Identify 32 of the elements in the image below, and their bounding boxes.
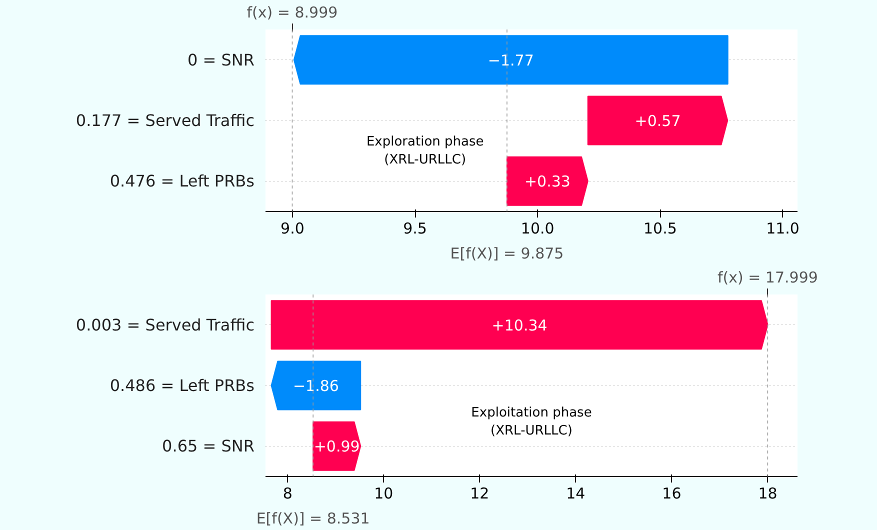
ref-line-label: E[f(X)] = 9.875	[450, 244, 564, 262]
ref-line-label: f(x) = 17.999	[717, 268, 818, 286]
y-tick-label: 0 = SNR	[188, 50, 254, 70]
x-tick-label: 18	[758, 484, 778, 502]
y-tick-label: 0.003 = Served Traffic	[76, 315, 255, 334]
y-tick-label: 0.486 = Left PRBs	[110, 376, 255, 395]
y-tick-label: 0.65 = SNR	[162, 436, 255, 456]
y-tick-label: 0.476 = Left PRBs	[110, 172, 255, 191]
bar	[506, 156, 588, 206]
x-tick-label: 11.0	[766, 220, 800, 238]
annotation: Exploration phase (XRL-URLLC)	[366, 134, 484, 168]
x-tick-label: 10	[374, 484, 394, 502]
annotation: Exploitation phase (XRL-URLLC)	[471, 405, 592, 438]
x-tick-label: 16	[662, 484, 682, 502]
x-tick-label: 14	[566, 484, 586, 502]
data-label: +0.33	[524, 172, 570, 191]
data-label: +10.34	[492, 316, 548, 334]
bar	[293, 35, 728, 85]
x-tick-label: 9.0	[280, 220, 304, 238]
x-tick-label: 12	[470, 484, 490, 502]
data-label: +0.99	[314, 438, 360, 456]
x-tick-label: 8	[282, 484, 292, 502]
ref-line-label: E[f(X)] = 8.531	[256, 510, 370, 528]
data-label: +0.57	[634, 112, 681, 130]
ref-line-label: f(x) = 8.999	[246, 4, 338, 22]
data-label: −1.77	[488, 51, 534, 70]
y-tick-label: 0.177 = Served Traffic	[76, 111, 255, 130]
x-tick-label: 10.0	[520, 220, 554, 238]
x-tick-label: 9.5	[403, 220, 427, 238]
x-tick-label: 10.5	[644, 220, 677, 238]
bar	[587, 96, 728, 146]
data-label: −1.86	[292, 377, 339, 395]
